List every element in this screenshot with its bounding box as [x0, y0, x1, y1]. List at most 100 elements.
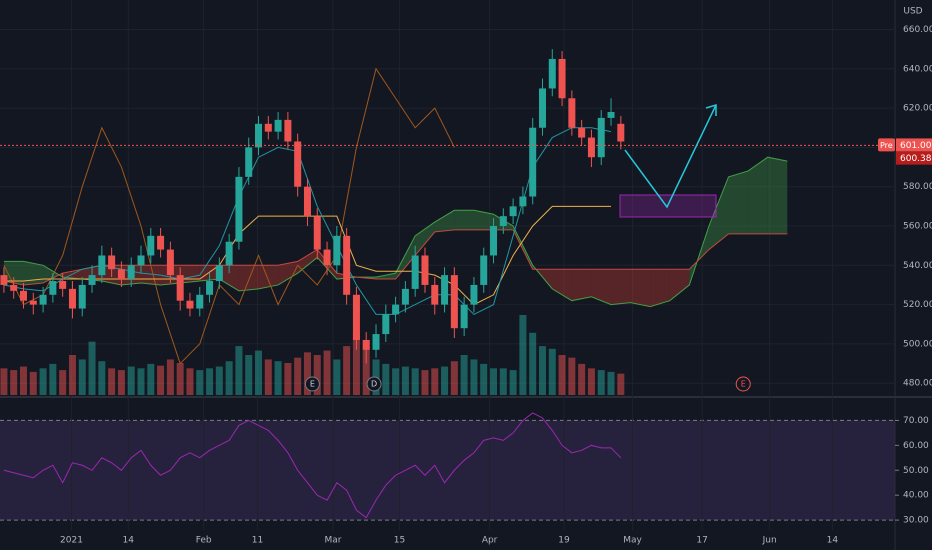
cloud-fill	[434, 210, 455, 232]
volume-bar	[519, 315, 527, 395]
x-tick-label: Jun	[762, 536, 777, 546]
volume-bar	[215, 366, 223, 395]
y-tick-label: 480.00	[903, 379, 932, 389]
volume-bar	[470, 359, 478, 395]
candle-body	[617, 123, 625, 142]
volume-bar	[147, 363, 155, 395]
volume-bar	[284, 363, 292, 395]
candle-body	[264, 123, 272, 132]
y-tick-label: 640.00	[903, 64, 932, 74]
candle-body	[303, 186, 311, 217]
candle-body	[441, 275, 449, 305]
cloud-fill	[630, 269, 651, 307]
rsi-band	[0, 420, 895, 521]
candle-body	[284, 119, 292, 142]
volume-bar	[441, 366, 449, 395]
volume-bar	[343, 346, 351, 395]
candle-body	[343, 235, 351, 295]
candle-body	[68, 288, 76, 309]
x-tick-label: 17	[696, 536, 707, 546]
event-marker	[735, 376, 751, 392]
candle-body	[235, 176, 243, 242]
candle-body	[558, 58, 566, 99]
event-label: E	[741, 380, 746, 389]
cloud-fill	[258, 265, 279, 289]
cloud-fill	[611, 269, 631, 305]
y-tick-label: 500.00	[903, 339, 932, 349]
volume-bar	[587, 368, 595, 395]
candle-body	[225, 241, 233, 266]
x-tick-label: Apr	[482, 536, 498, 546]
candle-body	[352, 294, 360, 340]
volume-bar	[607, 371, 615, 395]
volume-bar	[450, 361, 458, 395]
volume-bar	[411, 368, 419, 395]
volume-bar	[88, 341, 96, 395]
x-tick-label: Mar	[324, 536, 341, 546]
price-label: 601.00	[900, 141, 932, 151]
volume-bar	[362, 346, 370, 395]
candle-body	[147, 235, 155, 256]
volume-bar	[597, 370, 605, 395]
rsi-line	[3, 412, 622, 519]
candle-body	[78, 284, 86, 309]
cloud-fill	[395, 235, 416, 280]
cloud-fill	[219, 265, 239, 291]
volume-bar	[294, 357, 302, 395]
cloud-fill	[552, 269, 572, 301]
y-tick-label: 580.00	[903, 182, 932, 192]
candle-body	[10, 284, 18, 291]
volume-bar	[225, 361, 233, 395]
volume-bar	[49, 363, 57, 395]
volume-bar	[352, 332, 360, 395]
cloud-fill	[415, 222, 435, 256]
price-badge	[896, 138, 932, 152]
volume-bar	[78, 359, 86, 395]
cloud-fill	[278, 261, 298, 285]
x-tick-label: 19	[558, 536, 570, 546]
volume-bar	[548, 348, 556, 395]
cloud-fill	[767, 157, 788, 234]
candle-body	[98, 255, 106, 276]
volume-bar	[617, 373, 625, 395]
candle-body	[587, 137, 595, 158]
last-label: 600.38	[900, 154, 932, 164]
rsi-tick-label: 40.00	[903, 491, 929, 501]
volume-bar	[245, 355, 253, 395]
span-a	[3, 156, 788, 308]
volume-bar	[264, 359, 272, 395]
x-tick-label: 15	[394, 536, 405, 546]
candle-body	[411, 255, 419, 289]
cloud-fill	[297, 249, 318, 274]
volume-bar	[431, 368, 439, 395]
candle-body	[372, 334, 380, 350]
candle-body	[529, 127, 537, 197]
candle-body	[470, 284, 478, 305]
x-tick-label: May	[623, 536, 642, 546]
rsi-tick-label: 70.00	[903, 416, 929, 426]
y-tick-label: 620.00	[903, 104, 932, 114]
x-tick-label: 11	[252, 536, 263, 546]
x-tick-label: Feb	[196, 536, 212, 546]
candle-body	[245, 147, 253, 177]
candle-body	[607, 112, 615, 118]
cloud-fill	[571, 269, 592, 301]
volume-bar	[578, 363, 586, 395]
volume-bar	[166, 359, 174, 395]
candle-body	[137, 255, 145, 266]
volume-bar	[10, 370, 18, 395]
volume-bar	[108, 368, 116, 395]
cloud-fill	[748, 157, 768, 234]
candle-body	[362, 339, 370, 350]
candle-body	[480, 255, 488, 285]
candle-body	[59, 281, 67, 289]
candle-body	[294, 141, 302, 187]
y-tick-label: 540.00	[903, 261, 932, 271]
volume-bar	[196, 370, 204, 395]
y-tick-label: 660.00	[903, 25, 932, 35]
rsi-tick-label: 60.00	[903, 441, 929, 451]
candle-body	[421, 255, 429, 285]
volume-bar	[98, 361, 106, 395]
x-tick-label: 2021	[60, 536, 83, 546]
candle-body	[450, 275, 458, 329]
